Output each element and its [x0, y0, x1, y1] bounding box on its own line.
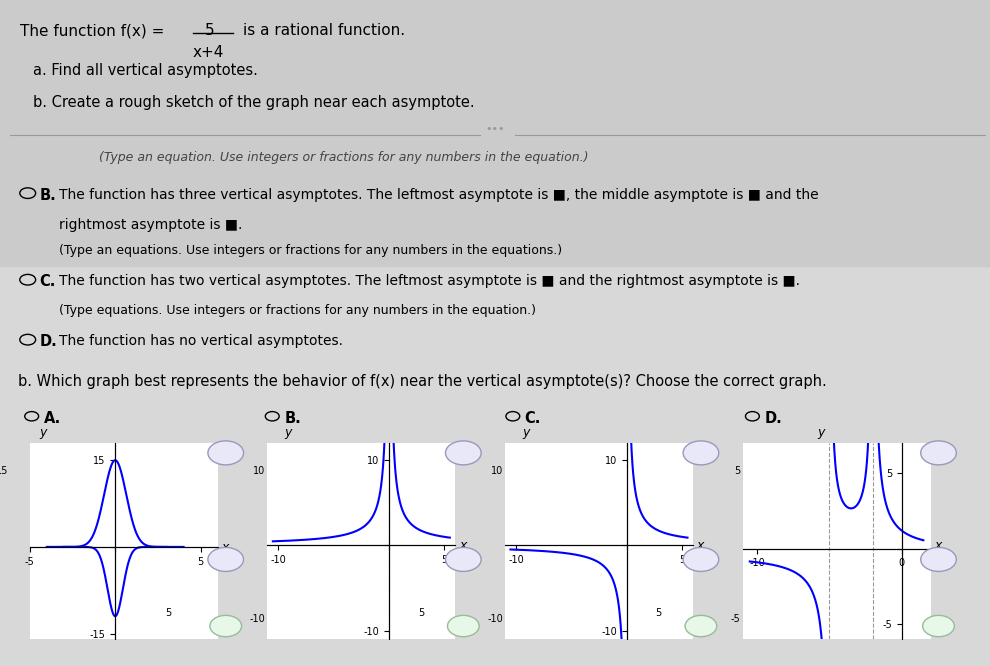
Text: Q: Q — [459, 554, 467, 565]
Text: a. Find all vertical asymptotes.: a. Find all vertical asymptotes. — [33, 63, 257, 79]
Text: (Type equations. Use integers or fractions for any numbers in the equation.): (Type equations. Use integers or fractio… — [59, 304, 537, 318]
Text: Q: Q — [697, 448, 705, 458]
Text: y: y — [522, 426, 530, 439]
Text: The function has three vertical asymptotes. The leftmost asymptote is ■, the mid: The function has three vertical asymptot… — [59, 188, 819, 202]
Text: •••: ••• — [485, 124, 505, 135]
Text: x: x — [222, 541, 229, 553]
Text: The function f(x) =: The function f(x) = — [20, 23, 164, 39]
Text: Q: Q — [935, 554, 942, 565]
Text: C.: C. — [40, 274, 56, 290]
Text: (Type an equations. Use integers or fractions for any numbers in the equations.): (Type an equations. Use integers or frac… — [59, 244, 562, 258]
Text: is a rational function.: is a rational function. — [243, 23, 405, 39]
Text: C.: C. — [525, 411, 542, 426]
Text: x+4: x+4 — [193, 45, 225, 60]
Text: 5: 5 — [418, 608, 424, 618]
Text: x: x — [697, 539, 704, 552]
Text: y: y — [818, 426, 825, 439]
Text: -10: -10 — [487, 613, 503, 623]
Text: x: x — [459, 539, 466, 552]
Text: 15: 15 — [0, 466, 8, 476]
Text: B.: B. — [40, 188, 56, 203]
Text: Q: Q — [222, 448, 230, 458]
Text: 5: 5 — [205, 23, 215, 39]
Text: Q: Q — [697, 554, 705, 565]
Text: D.: D. — [40, 334, 57, 350]
Text: D.: D. — [764, 411, 782, 426]
Text: 5: 5 — [165, 608, 171, 618]
Text: rightmost asymptote is ■.: rightmost asymptote is ■. — [59, 218, 243, 232]
Bar — [0, 0, 990, 266]
Text: The function has two vertical asymptotes. The leftmost asymptote is ■ and the ri: The function has two vertical asymptotes… — [59, 274, 800, 288]
Text: x: x — [935, 539, 941, 552]
Text: Q: Q — [935, 448, 942, 458]
Text: A.: A. — [44, 411, 60, 426]
Text: y: y — [284, 426, 292, 439]
Text: 5: 5 — [735, 466, 741, 476]
Text: y: y — [40, 426, 47, 439]
Text: -5: -5 — [731, 613, 741, 623]
Text: (Type an equation. Use integers or fractions for any numbers in the equation.): (Type an equation. Use integers or fract… — [99, 151, 588, 165]
Text: 10: 10 — [491, 466, 503, 476]
Text: b. Which graph best represents the behavior of f(x) near the vertical asymptote(: b. Which graph best represents the behav… — [18, 374, 827, 390]
Text: b. Create a rough sketch of the graph near each asymptote.: b. Create a rough sketch of the graph ne… — [33, 95, 474, 110]
Text: 5: 5 — [655, 608, 661, 618]
Bar — [0, 0, 990, 266]
Text: -10: -10 — [249, 613, 265, 623]
Text: Q: Q — [459, 448, 467, 458]
Text: Q: Q — [222, 554, 230, 565]
Text: B.: B. — [284, 411, 301, 426]
Text: 10: 10 — [253, 466, 265, 476]
Text: The function has no vertical asymptotes.: The function has no vertical asymptotes. — [59, 334, 344, 348]
